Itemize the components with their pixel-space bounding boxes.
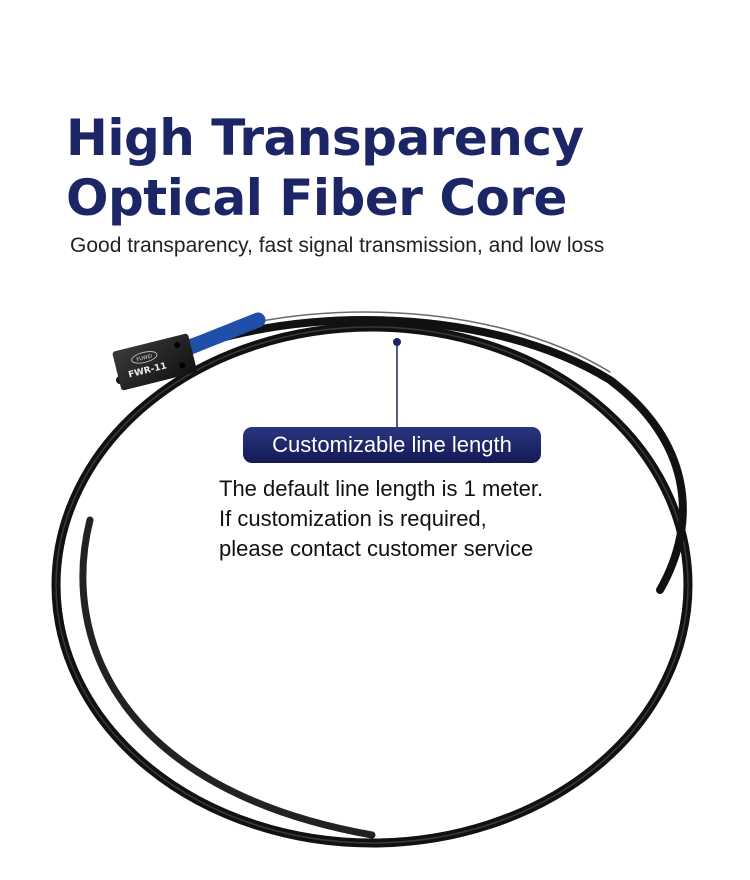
blue-sleeve	[180, 312, 266, 356]
subtitle: Good transparency, fast signal transmiss…	[70, 234, 605, 257]
headline-line-2: Optical Fiber Core	[66, 169, 567, 227]
callout-badge: Customizable line length	[243, 427, 541, 463]
cable-loops	[51, 311, 693, 848]
callout-line: The default line length is 1 meter.	[219, 476, 544, 501]
callout-dot	[393, 338, 401, 346]
headline-line-1: High Transparency	[66, 109, 584, 167]
brand-logo: FUWEI	[136, 353, 153, 363]
callout-line: please contact customer service	[219, 536, 534, 561]
callout-text: The default line length is 1 meter. If c…	[219, 474, 543, 564]
callout-line: If customization is required,	[219, 506, 487, 531]
sensor-head: FUWEI FWR-11	[112, 333, 197, 391]
